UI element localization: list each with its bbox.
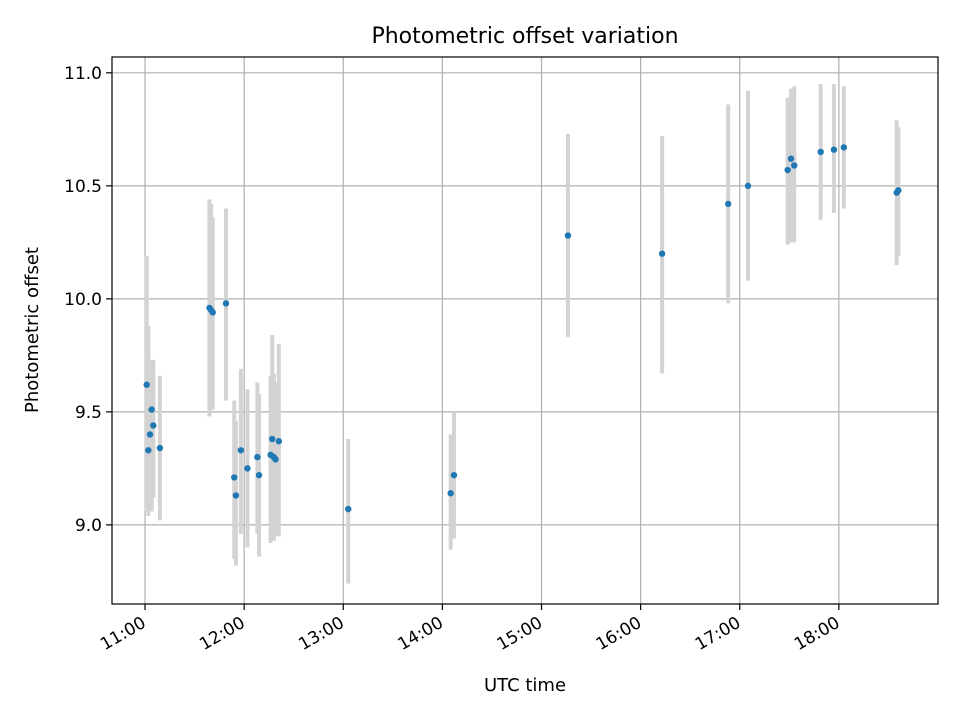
data-point (145, 447, 152, 454)
data-point (564, 232, 572, 239)
data-point (269, 435, 276, 443)
y-tick-label: 10.5 (64, 177, 102, 197)
x-axis-label: UTC time (484, 675, 566, 696)
grid (112, 57, 938, 604)
data-point (255, 471, 263, 479)
data-point (272, 456, 279, 463)
y-tick-label: 9.0 (75, 516, 102, 536)
data-point (840, 144, 848, 151)
data-point (724, 200, 732, 208)
data-point (254, 453, 261, 461)
data-point (450, 471, 458, 479)
data-point (146, 431, 154, 438)
data-point (658, 250, 666, 257)
y-tick-label: 9.5 (75, 403, 102, 423)
y-tick-label: 10.0 (64, 290, 102, 310)
data-point (148, 406, 155, 413)
data-point (232, 492, 240, 499)
chart-title: Photometric offset variation (371, 24, 678, 49)
data-point (817, 148, 824, 156)
data-point (143, 381, 150, 388)
data-point (237, 447, 245, 454)
y-axis-label: Photometric offset (22, 247, 43, 413)
data-point (830, 146, 838, 153)
y-axis: 9.0 9.5 10.0 10.5 11.0 (64, 64, 112, 536)
data-point (744, 182, 752, 190)
plot-frame (111, 56, 939, 605)
data-point (156, 444, 164, 452)
data-point (244, 465, 251, 472)
data-point (275, 438, 283, 445)
data-point (447, 490, 454, 497)
data-point (209, 309, 216, 316)
data-point (787, 155, 795, 162)
y-tick-label: 11.0 (64, 64, 102, 84)
data-point (231, 474, 238, 481)
data-point (150, 422, 157, 429)
data-point (345, 505, 352, 513)
data-point (895, 187, 902, 194)
data-point (791, 162, 798, 169)
data-point (222, 300, 230, 307)
data-point (784, 166, 791, 174)
data-points (143, 144, 902, 513)
